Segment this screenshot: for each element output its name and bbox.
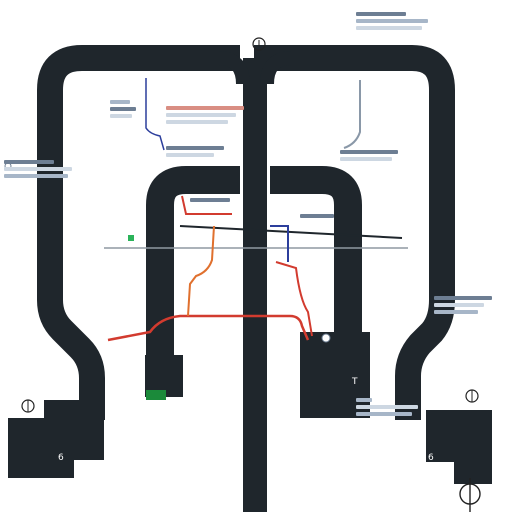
outer-frame-right [254, 45, 455, 420]
label-block-upper-left [110, 100, 136, 118]
blue-wire-top [145, 78, 165, 151]
svg-text:6: 6 [58, 453, 64, 463]
outer-frame-left [37, 45, 240, 420]
left-terminal-stem [44, 400, 104, 460]
label-block-far-right [434, 296, 492, 314]
blue-wire-mid [270, 225, 289, 262]
label-block-inner-right [300, 214, 334, 218]
terminal-circle-icon [459, 478, 481, 512]
svg-text:T: T [351, 377, 358, 387]
label-block-top-right [356, 12, 428, 30]
red-wire-main [107, 314, 310, 342]
label-block-center [166, 146, 224, 157]
gray-wire-right [343, 80, 361, 149]
svg-text:6: 6 [428, 453, 434, 463]
connector-circle-icon [252, 37, 266, 51]
marker-icon [321, 333, 331, 343]
marker-icon: 6 [428, 453, 434, 463]
center-tee [217, 51, 293, 85]
label-block-right [340, 150, 398, 161]
red-wire-right [275, 261, 313, 337]
orange-wire [187, 225, 215, 317]
inner-frame-right [270, 166, 362, 360]
marker-icon: T [351, 377, 358, 387]
label-block-left [4, 160, 72, 178]
loop-connector-icon [21, 399, 35, 413]
inner-right-block-step [300, 396, 324, 418]
inner-frame-left [146, 166, 240, 360]
marker-icon: 6 [58, 453, 64, 463]
label-block-lower-right [356, 398, 418, 416]
label-block-inner-top [190, 198, 230, 202]
right-terminal-box-lower [454, 440, 492, 484]
horizontal-bus-line-2 [179, 225, 403, 239]
center-column [243, 58, 267, 512]
red-wire-top [181, 195, 232, 215]
label-block-upper-center [166, 106, 244, 124]
green-led [128, 235, 134, 241]
green-indicator [146, 390, 166, 400]
loop-connector-icon [465, 389, 479, 403]
